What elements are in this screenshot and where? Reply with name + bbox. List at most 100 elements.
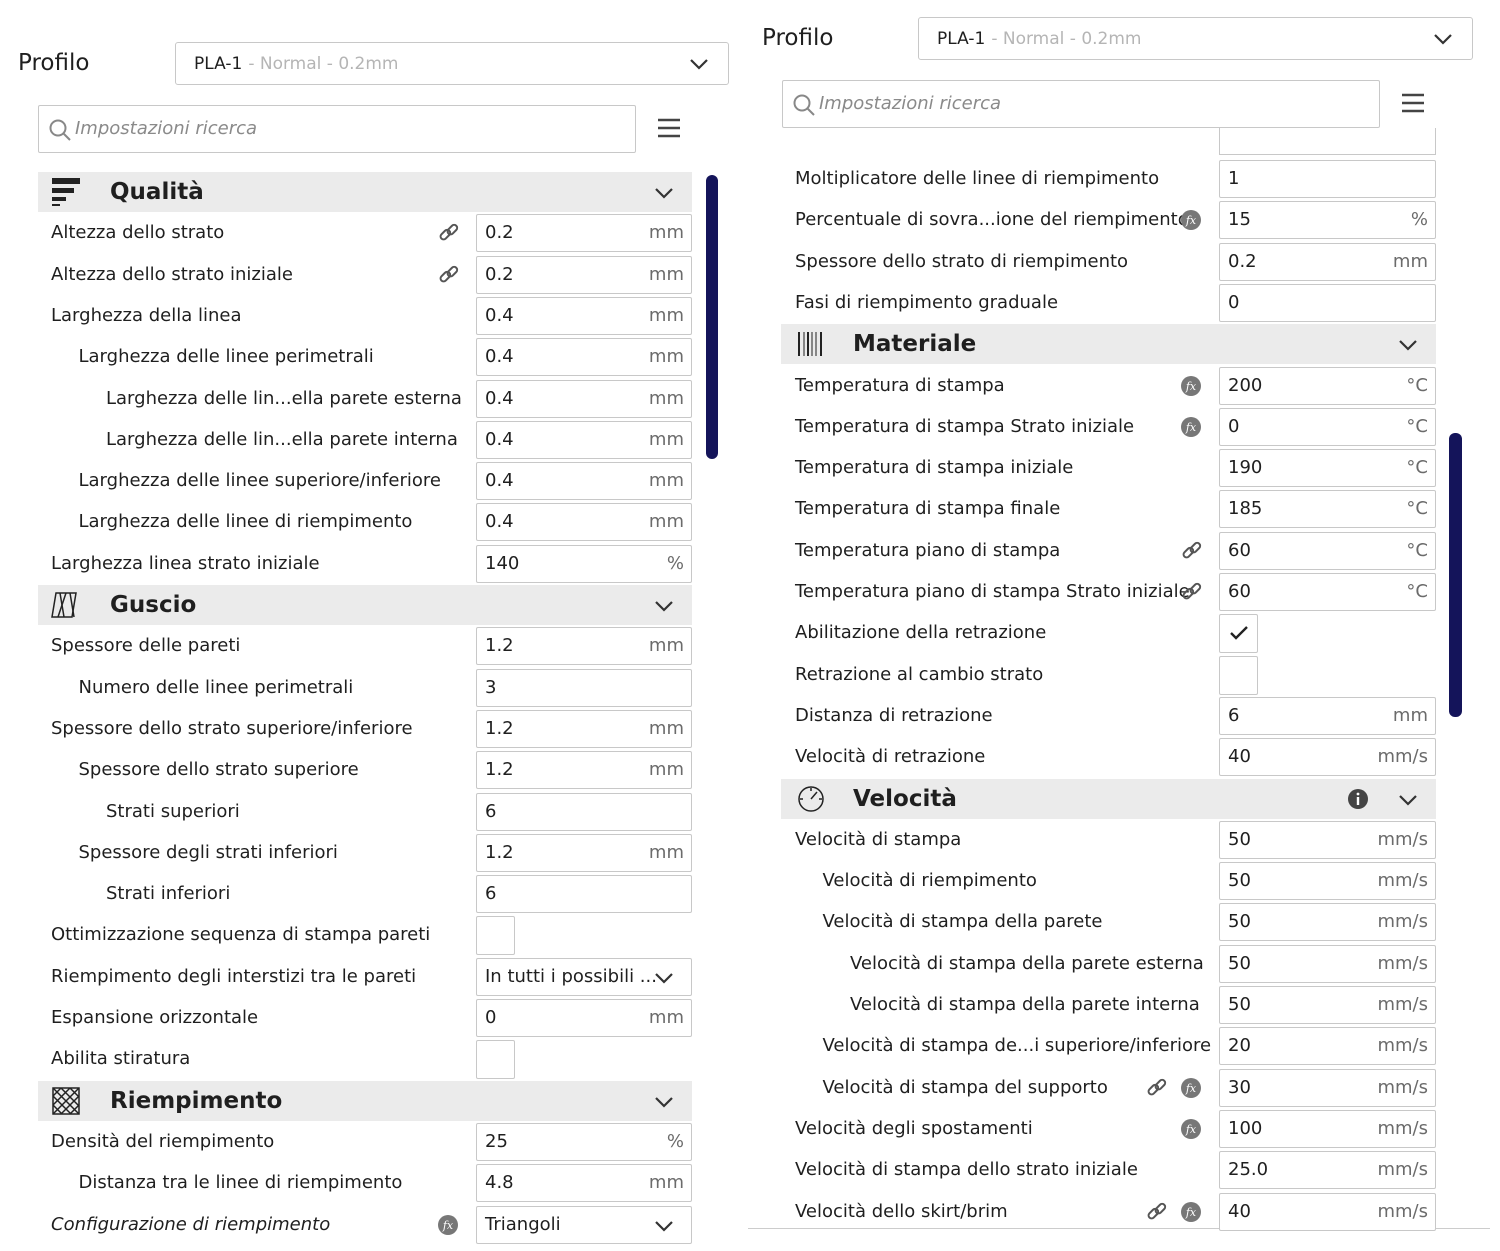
input-field[interactable] [1219,1109,1436,1148]
section-header[interactable] [38,585,692,625]
menu-button[interactable] [658,118,680,138]
checkbox[interactable] [476,916,515,956]
setting-label: Altezza dello strato iniziale [51,263,293,285]
setting-label: Larghezza della linea [51,304,242,326]
input-field[interactable] [476,1122,692,1161]
input-field[interactable] [476,709,692,748]
section-chevron [655,188,673,199]
setting-unit: mm [1392,250,1428,272]
input-field[interactable] [1219,696,1436,735]
setting-unit: mm [648,635,684,657]
setting-label: Configurazione di riempimento [51,1213,331,1235]
input-field[interactable] [1219,1151,1436,1190]
profile-chevron [1434,34,1452,45]
input-field[interactable] [476,379,692,418]
link-icon [1147,1078,1167,1096]
setting-label: Spessore dello strato superiore [78,759,359,781]
input-field[interactable] [1219,738,1436,777]
input-field[interactable] [476,420,692,459]
setting-label: Strati inferiori [106,883,231,905]
dropdown[interactable] [476,1205,692,1244]
setting-value: 60 [1228,581,1251,602]
checkbox[interactable] [1219,614,1258,654]
input-field[interactable] [476,255,692,294]
setting-unit: °C [1406,374,1428,396]
input-field[interactable] [1219,1027,1436,1066]
icon-part [51,592,77,618]
setting-unit: mm/s [1377,952,1428,974]
input-field[interactable] [1219,1068,1436,1107]
input-field[interactable] [1219,903,1436,942]
setting-value: Triangoli [485,1213,561,1235]
setting-value: 6 [1228,704,1240,726]
setting-value: 6 [485,800,497,822]
icon-part: fx [1185,214,1197,227]
icon-part [1181,416,1201,437]
input-field[interactable] [1219,944,1436,983]
input-field[interactable] [1219,283,1436,322]
setting-label: Velocità di stampa dello strato iniziale [795,1159,1138,1181]
input-field[interactable] [476,462,692,501]
input-field[interactable] [1219,531,1436,570]
search-box[interactable]: Impostazioni ricerca [782,80,1380,128]
input-field[interactable] [1219,820,1436,859]
input-field[interactable] [476,999,692,1037]
input-field[interactable] [476,544,692,583]
setting-value: 100 [1228,1117,1263,1139]
section-header[interactable] [781,324,1436,365]
formula-icon: fx [1181,1201,1201,1222]
input-field[interactable] [476,792,692,831]
input-field[interactable] [1219,986,1436,1024]
icon-part [1399,794,1417,806]
icon-part [1154,1078,1167,1091]
input-field[interactable] [476,1164,692,1203]
input-field[interactable] [1219,490,1436,529]
setting-label: Spessore dello strato superiore/inferior… [51,717,413,739]
input-field[interactable] [476,503,692,542]
setting-label: Temperatura di stampa iniziale [795,457,1074,479]
icon-part [52,178,80,184]
dropdown[interactable] [476,957,692,996]
input-field[interactable] [476,214,692,253]
search-icon [49,119,71,141]
setting-unit: mm/s [1377,828,1428,850]
input-field[interactable] [1219,1192,1436,1231]
checkbox[interactable] [476,1040,515,1080]
input-field[interactable] [476,875,692,914]
input-field[interactable] [1219,407,1436,446]
input-field[interactable] [476,627,692,666]
icon-part: fx [1185,1123,1197,1136]
setting-label: Larghezza linea strato iniziale [51,552,320,574]
section-chevron [1399,340,1417,351]
input-field[interactable] [1219,201,1436,240]
input-field[interactable] [1219,573,1436,611]
input-field[interactable] [476,668,692,707]
setting-value: 1.2 [485,841,514,863]
input-field[interactable] [476,338,692,377]
input-field[interactable] [476,751,692,790]
input-field[interactable] [1219,366,1436,405]
profile-dropdown[interactable]: PLA-1- Normal - 0.2mm [175,42,729,85]
setting-value: 1.2 [485,717,514,739]
section-header[interactable] [38,1080,692,1121]
setting-value: 60 [1228,539,1251,561]
input-field[interactable] [1219,242,1436,281]
icon-part [793,94,811,112]
checkbox[interactable] [1219,655,1258,695]
input-field[interactable] [476,833,692,872]
menu-button[interactable] [1402,93,1424,113]
setting-value: 0.4 [485,428,514,450]
icon-part [1402,93,1424,113]
icon-part [1356,796,1360,805]
input-field[interactable] [1219,160,1436,198]
input-field[interactable] [476,296,692,335]
search-box[interactable]: Impostazioni ricerca [38,105,636,153]
profile-dropdown[interactable]: PLA-1- Normal - 0.2mm [918,17,1473,60]
setting-unit: % [666,552,684,574]
section-header[interactable] [38,172,692,212]
section-header[interactable] [781,778,1436,819]
setting-label: Velocità di stampa del supporto [822,1076,1108,1098]
input-field[interactable] [1219,449,1436,488]
setting-label: Temperatura di stampa finale [795,498,1061,520]
input-field[interactable] [1219,862,1436,901]
